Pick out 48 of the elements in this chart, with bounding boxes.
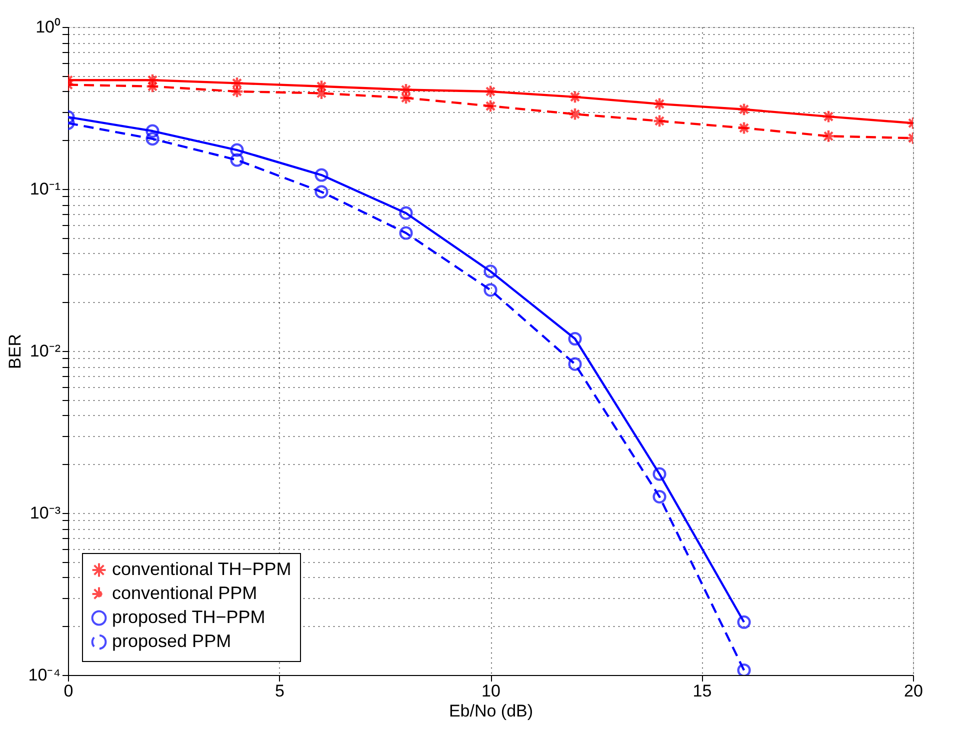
point xyxy=(314,86,328,100)
x-tick-label: 15 xyxy=(692,682,712,700)
point xyxy=(652,97,666,111)
legend-label: conventional PPM xyxy=(112,583,258,603)
y-tick-label: 10⁻¹ xyxy=(30,180,61,198)
point xyxy=(399,226,413,240)
point xyxy=(652,114,666,128)
y-tick-label: 10⁻² xyxy=(30,342,61,360)
legend-label: conventional TH−PPM xyxy=(112,559,292,579)
point xyxy=(737,121,751,135)
point xyxy=(568,90,582,104)
y-axis-title: BER xyxy=(5,334,24,369)
point xyxy=(230,76,244,90)
point xyxy=(230,143,244,157)
point xyxy=(737,663,751,675)
point xyxy=(737,615,751,629)
point xyxy=(568,357,582,371)
x-tick-label: 20 xyxy=(904,682,923,700)
point xyxy=(146,124,160,138)
point xyxy=(568,332,582,346)
point xyxy=(314,168,328,182)
point xyxy=(652,467,666,481)
x-tick-label: 10 xyxy=(482,682,500,700)
point xyxy=(484,99,498,113)
point xyxy=(484,84,498,98)
point xyxy=(484,264,498,278)
y-tick-label: 10⁰ xyxy=(36,18,60,36)
x-axis-title: Eb/No (dB) xyxy=(448,702,534,720)
point xyxy=(568,107,582,121)
point xyxy=(314,185,328,199)
point xyxy=(822,110,836,124)
point xyxy=(399,206,413,220)
point xyxy=(146,80,160,94)
point xyxy=(399,91,413,105)
x-tick-label: 5 xyxy=(275,682,284,700)
point xyxy=(737,102,751,116)
point xyxy=(230,84,244,98)
y-tick-label: 10⁻⁴ xyxy=(28,666,60,684)
point xyxy=(652,490,666,504)
point xyxy=(484,283,498,297)
x-tick-label: 0 xyxy=(64,682,74,700)
point xyxy=(146,132,160,146)
legend-label: proposed PPM xyxy=(112,631,232,651)
point xyxy=(230,153,244,167)
legend-label: proposed TH−PPM xyxy=(112,607,266,627)
y-tick-label: 10⁻³ xyxy=(30,504,61,522)
point xyxy=(146,73,160,87)
point xyxy=(822,129,836,143)
